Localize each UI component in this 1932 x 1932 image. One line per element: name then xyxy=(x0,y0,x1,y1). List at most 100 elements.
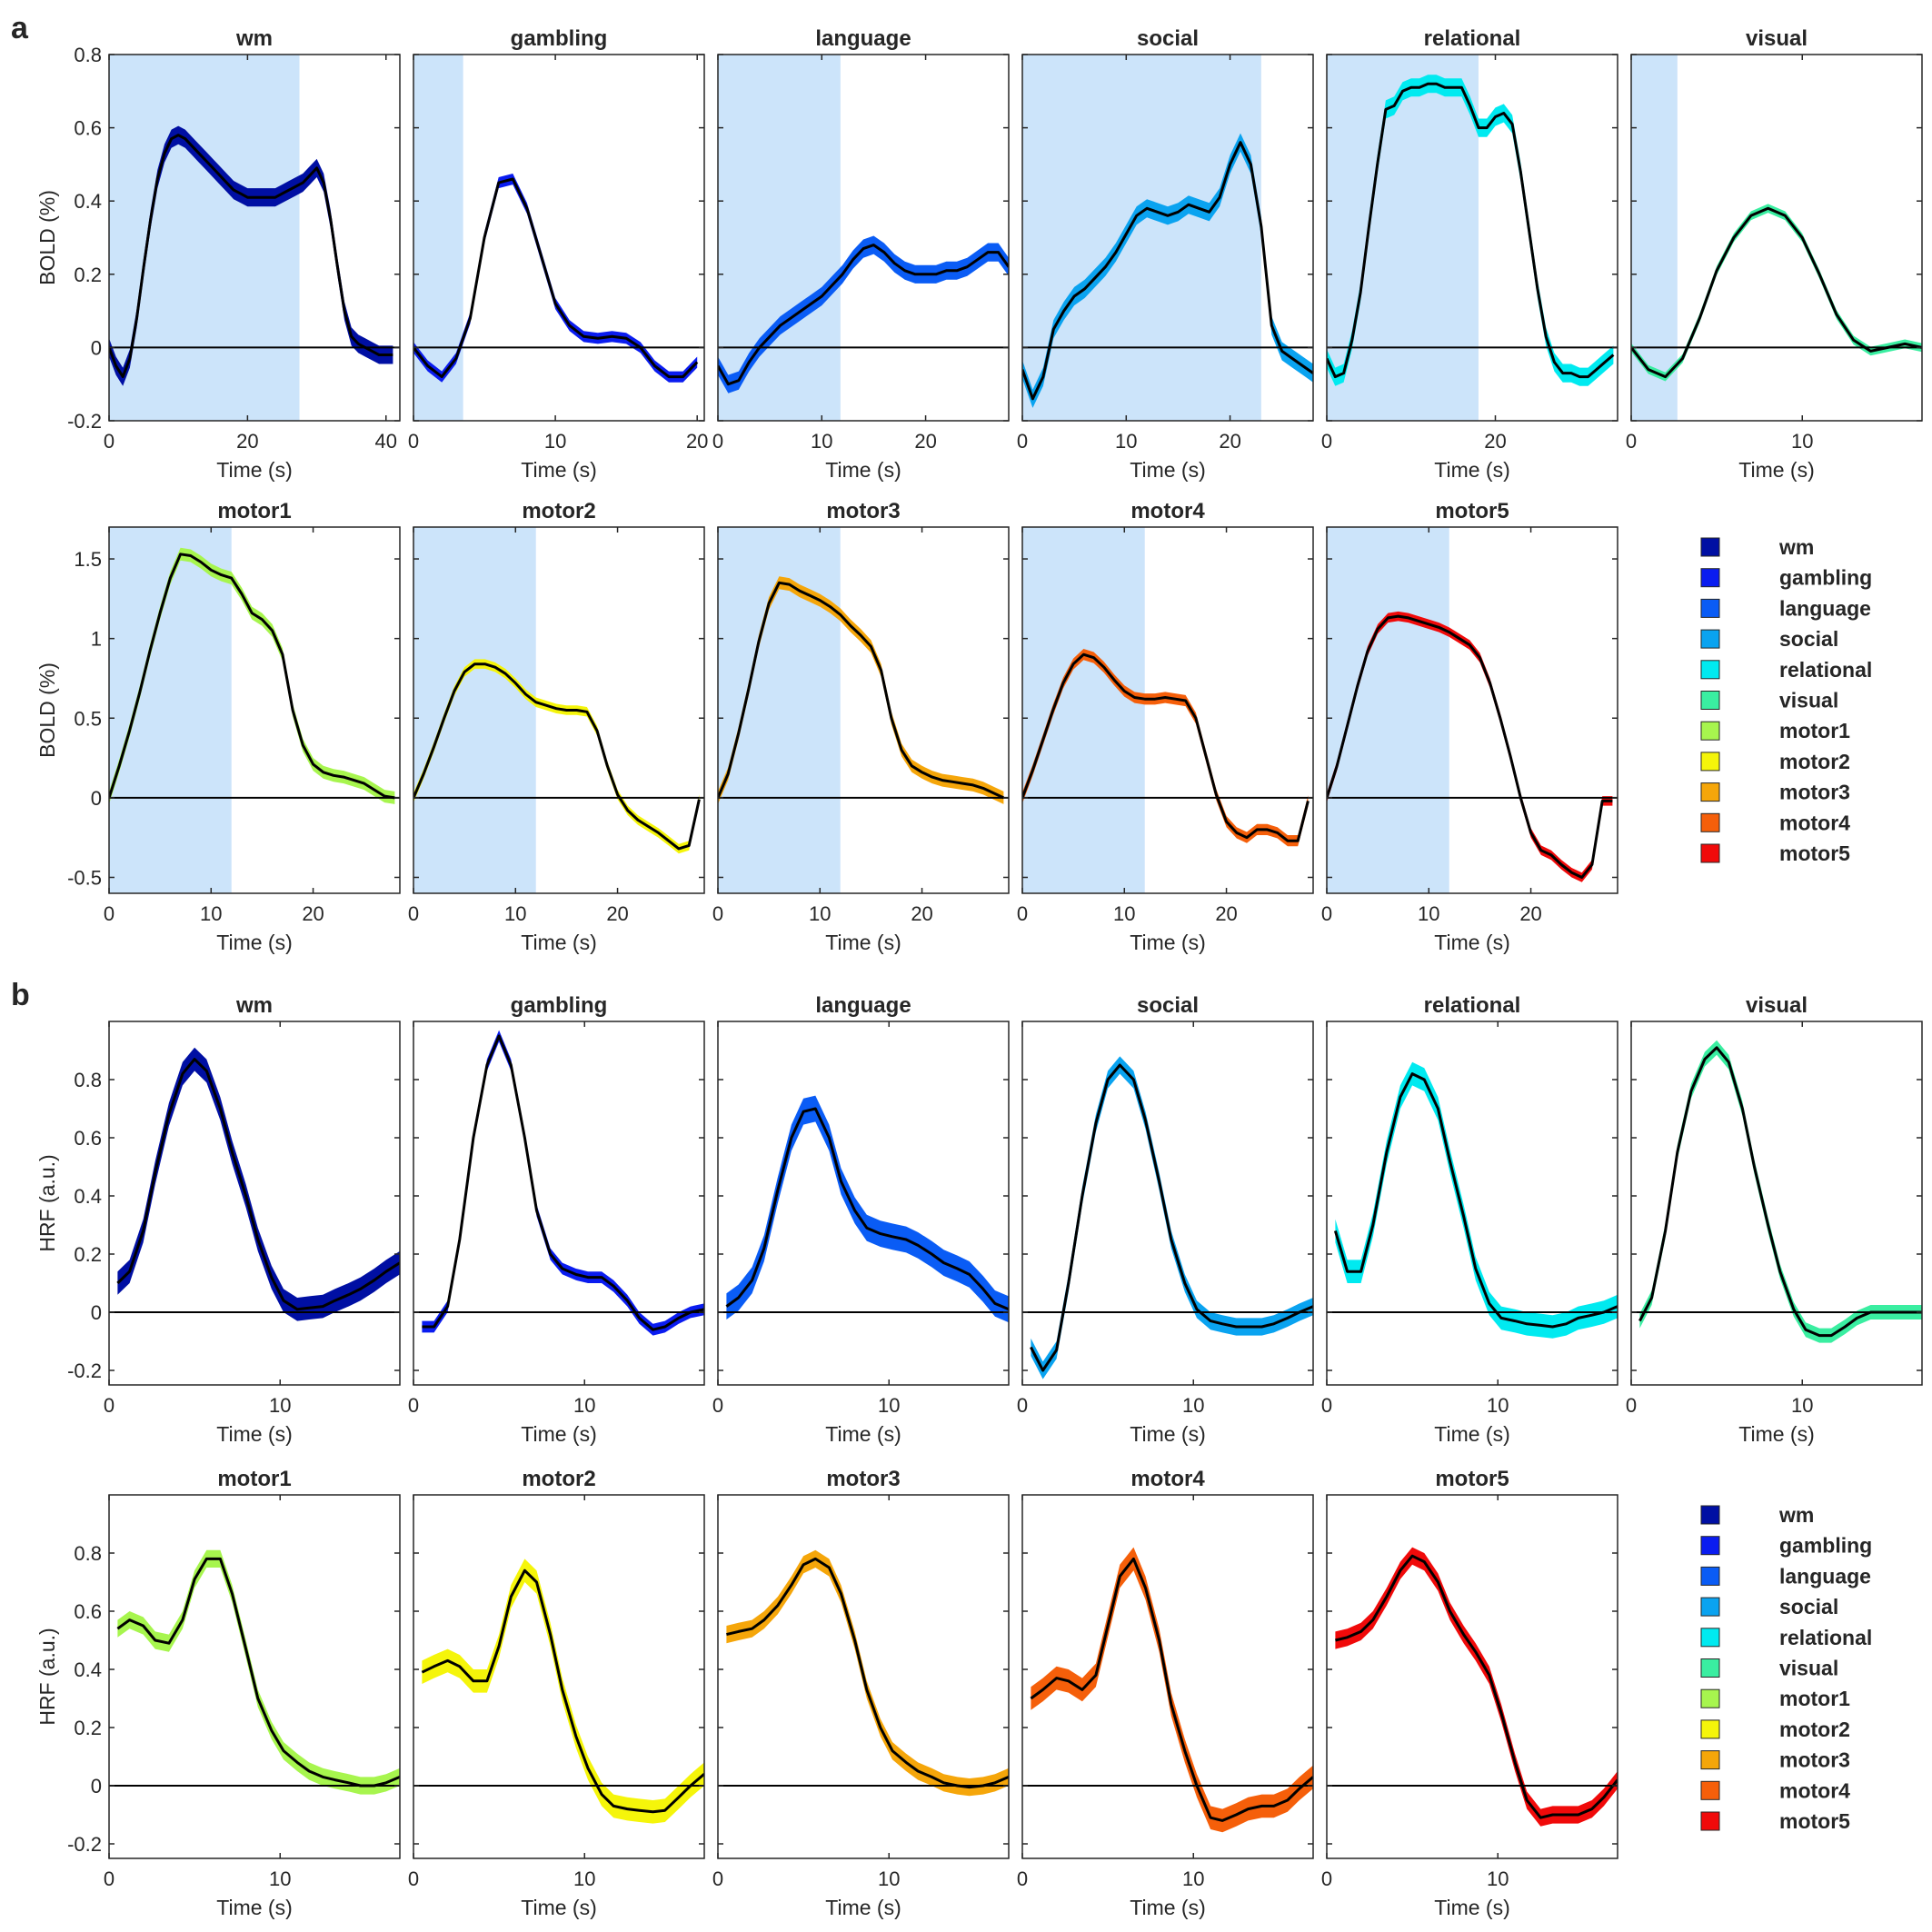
x-tick-label: 10 xyxy=(1113,902,1135,925)
subplot-b-motor3: motor3 0 10 Time (s) xyxy=(712,1467,1010,1919)
legend-label-social: social xyxy=(1779,627,1838,651)
legend-label-motor4: motor4 xyxy=(1779,811,1850,834)
stimulus-shade xyxy=(1631,55,1678,421)
y-tick-label: 0.5 xyxy=(74,707,102,730)
plot-area xyxy=(718,1095,1009,1323)
x-tick-label: 10 xyxy=(269,1867,291,1890)
legend-swatch-visual xyxy=(1700,1658,1720,1678)
x-tick-label: 0 xyxy=(712,1867,723,1890)
y-tick-label: 0.8 xyxy=(74,1069,102,1091)
legend-swatch-language xyxy=(1700,598,1720,618)
subplot-title: motor1 xyxy=(217,1467,291,1491)
legend-swatch-wm xyxy=(1700,537,1720,557)
x-tick-label: 0 xyxy=(1017,1867,1028,1890)
series-mean-line-wm xyxy=(109,134,393,379)
series-band-motor4 xyxy=(1031,1547,1313,1833)
plot-area xyxy=(1327,1061,1618,1339)
plot-area xyxy=(718,235,1009,393)
subplot-a-visual: visual 0 10 Time (s) xyxy=(1626,26,1923,482)
legend-swatch-relational xyxy=(1700,660,1720,680)
plot-area xyxy=(718,576,1009,804)
series-mean-line-language xyxy=(718,244,1009,386)
subplot-title: social xyxy=(1137,26,1199,51)
plot-area xyxy=(1327,75,1618,386)
x-tick-label: 0 xyxy=(1017,902,1028,925)
x-axis-label: Time (s) xyxy=(1434,1896,1509,1919)
x-tick-label: 10 xyxy=(878,1867,900,1890)
x-tick-label: 20 xyxy=(606,902,628,925)
axes-frame xyxy=(1021,1021,1314,1386)
plot-area xyxy=(1022,1547,1313,1833)
legend-swatch-motor4 xyxy=(1700,1780,1720,1800)
series-mean-line-motor2 xyxy=(421,1569,704,1814)
x-tick-label: 10 xyxy=(878,1394,900,1417)
subplot-title: visual xyxy=(1746,993,1808,1018)
series-band-motor5 xyxy=(1335,1547,1618,1827)
x-axis-label: Time (s) xyxy=(1434,458,1509,482)
legend-swatch-motor1 xyxy=(1700,1688,1720,1708)
plot-area xyxy=(109,547,400,804)
legend-label-social: social xyxy=(1779,1595,1838,1618)
x-tick-label: 10 xyxy=(1791,1394,1813,1417)
legend-swatch-motor5 xyxy=(1700,843,1720,863)
subplot-title: motor2 xyxy=(522,1467,595,1491)
x-tick-label: 0 xyxy=(712,902,723,925)
series-mean-line-gambling xyxy=(413,177,699,379)
legend-swatch-gambling xyxy=(1700,1536,1720,1556)
legend-label-language: language xyxy=(1779,1564,1871,1588)
plot-area xyxy=(1631,204,1922,382)
legend-swatch-social xyxy=(1700,1597,1720,1617)
x-tick-label: 10 xyxy=(1487,1867,1509,1890)
axes-frame xyxy=(1021,526,1314,894)
axes-frame xyxy=(1630,1021,1923,1386)
subplot-a-motor5: motor5 0 10 20 Time (s) xyxy=(1321,499,1618,954)
series-mean-line-motor5 xyxy=(1327,614,1613,879)
legend-swatch-motor1 xyxy=(1700,721,1720,741)
x-tick-label: 0 xyxy=(408,430,419,453)
series-mean-line-motor4 xyxy=(1022,652,1310,842)
subplot-title: motor5 xyxy=(1435,1467,1509,1491)
x-tick-label: 10 xyxy=(1115,430,1137,453)
x-tick-label: 0 xyxy=(104,902,115,925)
x-tick-label: 10 xyxy=(573,1867,595,1890)
plot-area xyxy=(109,1549,400,1795)
legend-label-gambling: gambling xyxy=(1779,566,1872,590)
subplot-title: social xyxy=(1137,993,1199,1018)
legend-label-motor3: motor3 xyxy=(1779,781,1850,804)
series-band-visual xyxy=(1631,204,1922,382)
series-mean-line-motor2 xyxy=(413,662,701,851)
series-mean-line-visual xyxy=(1631,206,1922,379)
x-axis-label: Time (s) xyxy=(825,1422,901,1446)
subplot-title: motor3 xyxy=(826,1467,900,1491)
x-tick-label: 0 xyxy=(104,1394,115,1417)
x-tick-label: 10 xyxy=(269,1394,291,1417)
plot-area xyxy=(413,659,704,854)
legend-label-motor1: motor1 xyxy=(1779,1687,1850,1710)
x-tick-label: 0 xyxy=(408,902,419,925)
legend-label-motor2: motor2 xyxy=(1779,1718,1850,1741)
y-tick-label: 0.4 xyxy=(74,1658,102,1681)
series-mean-line-relational xyxy=(1327,82,1615,379)
legend-label-gambling: gambling xyxy=(1779,1534,1872,1558)
x-tick-label: 0 xyxy=(408,1394,419,1417)
y-tick-label: 0.6 xyxy=(74,117,102,140)
series-band-motor1 xyxy=(117,1549,400,1795)
legend-label-wm: wm xyxy=(1778,1503,1814,1527)
y-tick-label: 0.8 xyxy=(74,1542,102,1565)
axes-frame xyxy=(717,1494,1010,1859)
x-axis-label: Time (s) xyxy=(1434,931,1509,954)
axes-frame xyxy=(413,1494,705,1859)
x-tick-label: 0 xyxy=(1321,1867,1332,1890)
x-axis-label: Time (s) xyxy=(825,931,901,954)
y-tick-label: 0.8 xyxy=(74,44,102,66)
x-tick-label: 0 xyxy=(1626,430,1637,453)
axes-frame xyxy=(717,54,1010,422)
y-axis-label: HRF (a.u.) xyxy=(35,1154,59,1251)
subplot-title: motor4 xyxy=(1130,1467,1205,1491)
subplot-b-social: social 0 10 Time (s) xyxy=(1017,993,1314,1446)
subplot-a-motor2: motor2 0 10 20 Time (s) xyxy=(408,499,705,954)
legend-swatch-motor2 xyxy=(1700,1719,1720,1739)
x-axis-label: Time (s) xyxy=(1130,931,1205,954)
axes-frame xyxy=(108,54,401,422)
y-tick-label: 0.2 xyxy=(74,1717,102,1739)
